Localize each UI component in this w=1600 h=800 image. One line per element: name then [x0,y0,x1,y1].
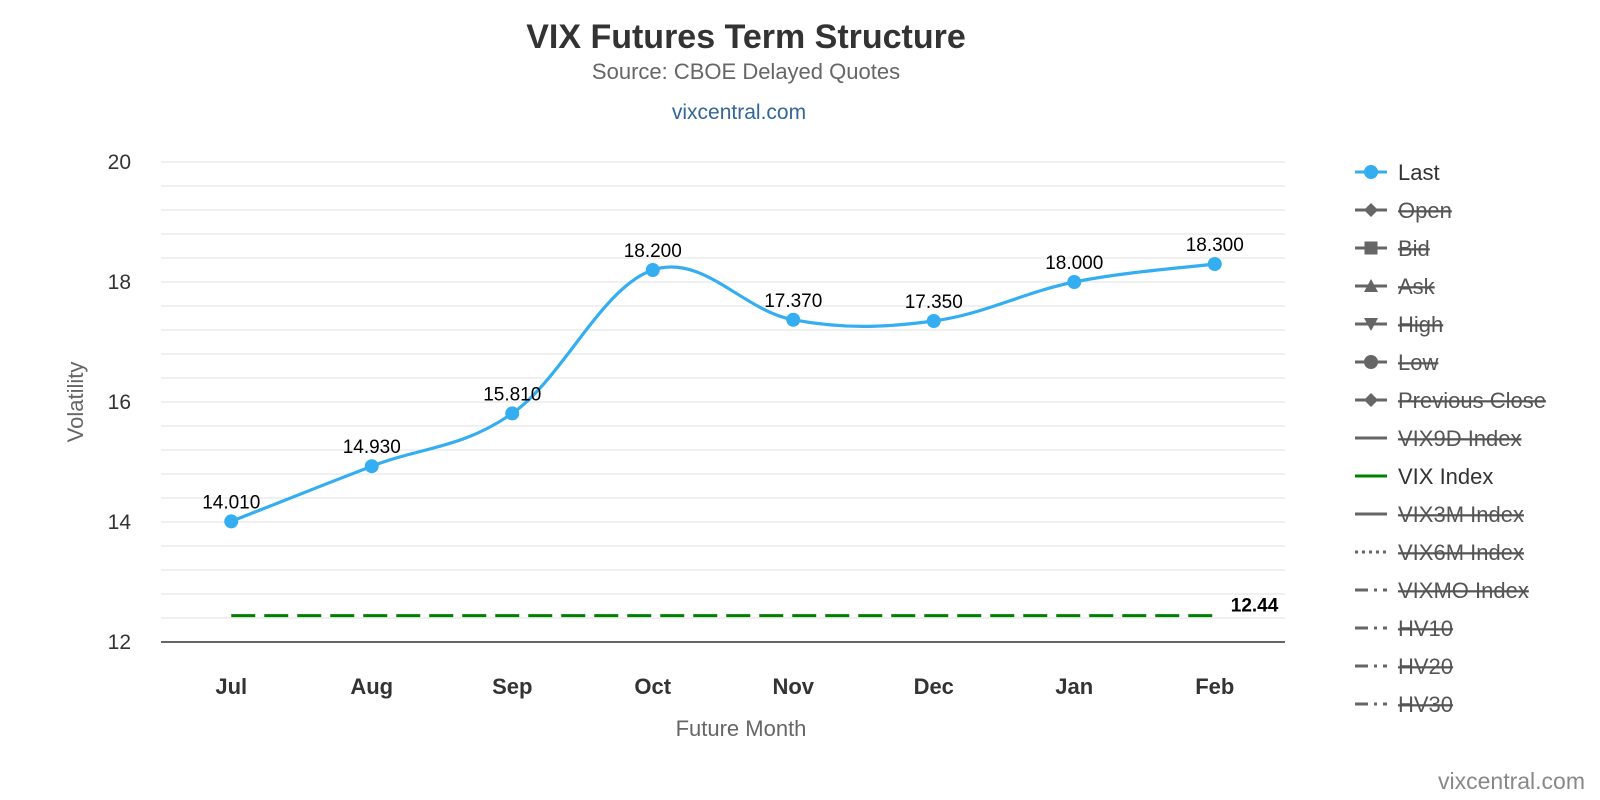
legend-label: Last [1398,160,1440,185]
y-tick-label: 20 [108,151,131,174]
legend-label: Low [1398,350,1438,375]
legend-label: High [1398,312,1443,337]
x-tick-label: Dec [914,674,954,699]
data-point-last[interactable] [1207,257,1222,271]
chart-subtitle: Source: CBOE Delayed Quotes [592,59,900,84]
x-tick-label: Sep [492,674,532,699]
legend-item-vix-index[interactable]: VIX Index [1355,464,1493,489]
legend-item-previous-close[interactable]: Previous Close [1355,388,1546,413]
legend-label: HV30 [1398,692,1453,717]
vix-index-end-label: 12.44 [1231,596,1279,617]
legend-label: VIX9D Index [1398,426,1522,451]
data-label-last: 15.810 [483,384,541,405]
data-point-last[interactable] [645,263,660,277]
x-axis-title: Future Month [676,716,807,741]
data-labels: 12.44 14.010 14.930 15.810 18.200 17.370 17.35… [202,235,1279,617]
data-point-last[interactable] [224,514,239,529]
legend-label: Previous Close [1398,388,1546,413]
legend-item-vix3m-index[interactable]: VIX3M Index [1355,502,1524,527]
data-label-last: 18.000 [1045,253,1103,274]
legend-label: Ask [1398,274,1436,299]
x-tick-label: Jul [215,674,247,699]
y-tick-label: 16 [108,391,131,414]
legend-item-hv10[interactable]: HV10 [1355,616,1453,641]
y-tick-label: 14 [108,511,132,534]
x-tick-label: Nov [772,674,814,699]
x-axis-ticks: Jul Aug Sep Oct Nov Dec Jan Feb [215,674,1234,699]
legend-item-last[interactable]: Last [1355,160,1440,185]
legend-item-open[interactable]: Open [1355,198,1452,223]
series-layer [224,257,1222,618]
y-axis-ticks: 12 14 16 18 20 [108,151,132,654]
legend-label: HV20 [1398,654,1453,679]
data-label-last: 17.350 [905,292,963,313]
legend-item-high[interactable]: High [1355,312,1443,337]
y-tick-label: 18 [108,271,131,294]
legend-item-vixmo-index[interactable]: VIXMO Index [1355,578,1529,603]
y-axis-title: Volatility [63,362,88,443]
credit-link-bottom[interactable]: vixcentral.com [1438,768,1585,794]
data-point-last[interactable] [364,459,379,474]
x-tick-label: Jan [1055,674,1093,699]
legend-item-ask[interactable]: Ask [1355,274,1436,299]
legend-marker-triangle-down [1364,318,1378,331]
legend-item-bid[interactable]: Bid [1355,236,1430,261]
x-tick-label: Aug [350,674,393,699]
legend-label: VIX3M Index [1398,502,1524,527]
data-point-last[interactable] [1067,275,1082,289]
data-label-last: 14.930 [343,437,401,458]
legend-item-vix9d-index[interactable]: VIX9D Index [1355,426,1522,451]
legend-label: VIX Index [1398,464,1493,489]
x-tick-label: Oct [634,674,671,699]
legend-label: HV10 [1398,616,1453,641]
data-point-last[interactable] [786,312,801,327]
legend-label: Bid [1398,236,1430,261]
credit-link-top[interactable]: vixcentral.com [672,101,806,124]
data-point-last[interactable] [505,406,520,421]
data-point-last[interactable] [926,314,941,328]
legend-label: VIX6M Index [1398,540,1524,565]
data-label-last: 18.200 [624,241,682,262]
data-label-last: 17.370 [764,291,822,312]
data-label-last: 18.300 [1186,235,1244,256]
legend-item-low[interactable]: Low [1355,350,1438,375]
legend-item-hv20[interactable]: HV20 [1355,654,1453,679]
legend-marker-circle [1364,165,1378,179]
legend-label: VIXMO Index [1398,578,1529,603]
legend: Last Open Bid Ask High Low Previous Close VIX9D… [1355,160,1546,717]
chart-title: VIX Futures Term Structure [526,18,966,56]
legend-item-vix6m-index[interactable]: VIX6M Index [1355,540,1524,565]
legend-marker-square [1364,241,1378,255]
legend-item-hv30[interactable]: HV30 [1355,692,1453,717]
legend-marker-diamond [1364,393,1378,407]
legend-marker-diamond [1364,203,1378,217]
series-line-last [230,262,1215,523]
data-label-last: 14.010 [202,492,260,513]
x-tick-label: Feb [1195,674,1234,699]
grid-lines [161,161,1285,619]
legend-label: Open [1398,198,1452,223]
legend-marker-circle [1364,355,1378,369]
y-tick-label: 12 [108,631,131,654]
legend-marker-triangle [1364,279,1378,292]
